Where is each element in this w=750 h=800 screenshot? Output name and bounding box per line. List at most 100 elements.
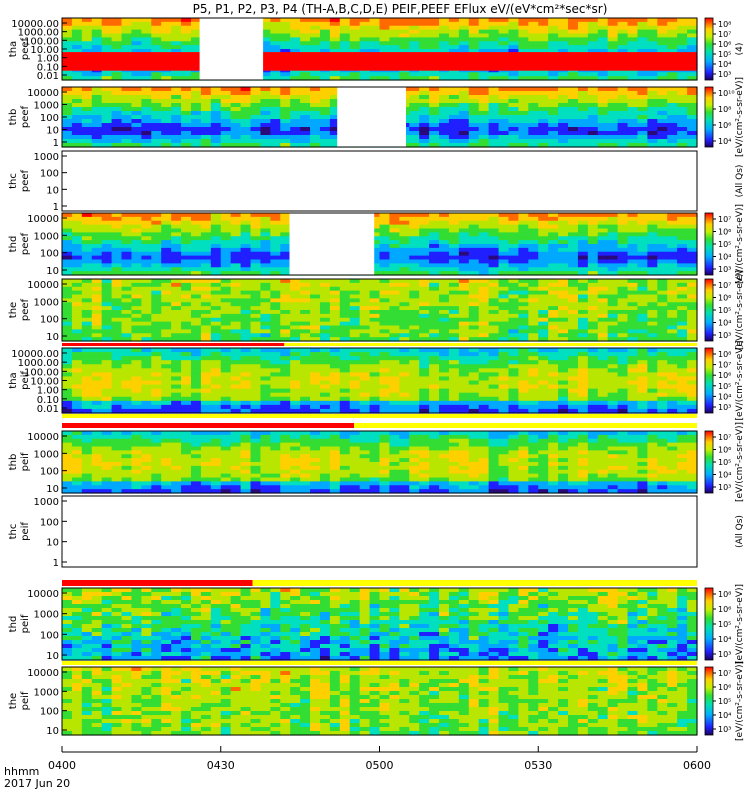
panels-group: 10000.001000.00100.0010.001.000.100.01th… [8, 17, 745, 741]
probe-label: thb [8, 109, 19, 126]
colorbar [704, 430, 714, 494]
y-tick-label: 10000 [27, 668, 59, 679]
probe-label: tha [8, 41, 19, 57]
colorbar-tick-label: 10⁴ [718, 711, 731, 720]
colorbar-tick-label: 10³ [718, 265, 731, 274]
colorbar-tick-label: 10³ [718, 725, 731, 734]
y-tick-label: 100 [40, 113, 59, 124]
y-tick-label: 10 [46, 651, 59, 662]
data-gap [289, 213, 375, 275]
y-tick-label: 0.01 [37, 404, 59, 415]
data-gap [337, 87, 406, 147]
quality-flag-bar [62, 343, 285, 346]
product-label: peef [20, 298, 31, 321]
colorbar-tick-label: 10⁴ [718, 471, 731, 480]
colorbar-tick-label: 10⁸ [718, 20, 731, 29]
colorbar-tick-label: 10³ [718, 70, 731, 79]
colorbar [704, 212, 714, 276]
probe-label: the [8, 693, 19, 709]
quality-flag-bar [62, 580, 253, 586]
colorbar-tick-label: 10⁷ [718, 30, 731, 39]
colorbar-tick-label: 10³ [718, 331, 731, 340]
colorbar-tick-label: 10⁶ [718, 121, 731, 130]
y-tick-label: 10 [46, 726, 59, 737]
y-tick-label: 10 [46, 266, 59, 277]
y-tick-label: 10 [46, 185, 59, 196]
y-tick-label: 1000.00 [18, 358, 59, 369]
panel-frame [61, 666, 698, 736]
y-tick-label: 100 [40, 315, 59, 326]
colorbar-tick-label: 10⁵ [718, 620, 731, 629]
panel-frame [61, 495, 698, 568]
colorbar-label: [eV/(cm²-s-sr-eV)] [735, 661, 745, 741]
colorbar-tick-label: 10⁶ [718, 446, 731, 455]
colorbar [704, 86, 714, 148]
colorbar-tick-label: 10⁴ [718, 635, 731, 644]
colorbar-tick-label: 10⁴ [718, 392, 731, 401]
colorbar-tick-label: 10⁵ [718, 50, 731, 59]
colorbar-label: [eV/(cm²-s-sr-eV)] [735, 270, 745, 350]
panel-thb-peif: 10000 1000 100 10 thb peif 10⁷ 10⁶ 10⁵ 10⁴ 10³ [eV/… [8, 422, 745, 502]
colorbar-tick-label: 10⁷ [718, 281, 731, 290]
y-tick-label: 10000 [27, 88, 59, 99]
product-label: peif [20, 691, 31, 710]
y-tick-label: 100 [40, 467, 59, 478]
heatmap-cells [62, 667, 698, 736]
quality-flag-bar [252, 580, 697, 586]
colorbar-tick-label: 10⁷ [718, 433, 731, 442]
colorbar-tick-label: 10⁶ [718, 294, 731, 303]
y-tick-label: 1000.00 [18, 28, 59, 39]
y-tick-label: 100 [40, 169, 59, 180]
colorbar-tick-label: 10³ [718, 403, 731, 412]
panel-background [62, 496, 697, 567]
colorbar-label: [eV/(cm²-s-sr-eV)] [735, 340, 745, 420]
y-tick-label: 1 [53, 558, 59, 569]
colorbar [704, 278, 714, 342]
probe-label: thb [8, 454, 19, 471]
panel-frame [61, 430, 698, 494]
colorbar-tick-label: 10⁵ [718, 240, 731, 249]
y-tick-label: 10000.00 [11, 19, 59, 30]
panel-the-peef: 10000 1000 100 10 the peef 10⁷ 10⁶ 10⁵ 10⁴ 10³ [eV/… [8, 270, 745, 350]
colorbar-tick-label: 10⁸ [718, 590, 731, 599]
time-axis: 0400 0430 0500 0530 0600 [48, 746, 711, 772]
y-tick-label: 0.01 [37, 71, 59, 82]
colorbar-tick-label: 10³ [718, 650, 731, 659]
probe-label: tha [8, 372, 19, 388]
y-tick-label: 100 [40, 707, 59, 718]
panel-frame [61, 278, 698, 342]
y-tick-label: 100 [40, 630, 59, 641]
colorbar-label: [eV/(cm²-s-sr-eV)] [735, 422, 745, 502]
low-energy-band [62, 52, 697, 71]
colorbar-tick-label: 10³ [718, 483, 731, 492]
y-tick-label: 1.00 [37, 54, 59, 65]
y-tick-label: 10000 [27, 589, 59, 600]
x-tick-label: 0400 [48, 759, 76, 772]
quality-flag-bar [284, 343, 698, 346]
quality-flag-bar [62, 661, 697, 665]
y-tick-label: 10000 [27, 214, 59, 225]
colorbar-tick-label: 10⁵ [718, 458, 731, 467]
y-tick-label: 0.10 [37, 62, 59, 73]
heatmap-cells [62, 213, 698, 276]
probe-label: thd [8, 616, 19, 633]
xlabel-hhmm: hhmm [4, 765, 39, 778]
y-tick-label: 1.00 [37, 386, 59, 397]
panel-the-peif: 10000 1000 100 10 the peif 10⁷ 10⁶ 10⁵ 10⁴ 10³ [eV/… [8, 661, 745, 741]
y-tick-label: 1000 [34, 101, 59, 112]
y-tick-label: 1 [53, 138, 59, 149]
y-tick-label: 1000 [34, 231, 59, 242]
colorbar-tick-label: 10⁵ [718, 306, 731, 315]
colorbar-label: [eV/(cm²-s-sr-eV)] [735, 204, 745, 284]
y-tick-label: 100.00 [24, 36, 59, 47]
quality-flag-bar [354, 423, 697, 428]
y-tick-label: 10 [46, 332, 59, 343]
colorbar [704, 587, 714, 661]
product-label: peif [20, 452, 31, 471]
y-tick-label: 10 [46, 126, 59, 137]
y-tick-label: 10.00 [30, 377, 59, 388]
panel-thd-peif: 10000 1000 100 10 thd peif 10⁸ 10⁶ 10⁵ 10⁴ 10³ [eV/… [8, 584, 745, 664]
x-tick-label: 0530 [524, 759, 552, 772]
